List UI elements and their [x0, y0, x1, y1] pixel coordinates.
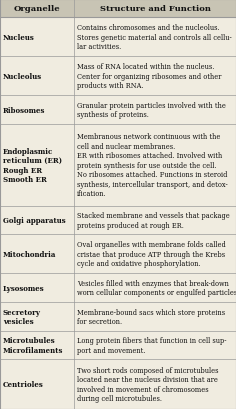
Text: Endoplasmic
reticulum (ER)
Rough ER
Smooth ER: Endoplasmic reticulum (ER) Rough ER Smoo…	[3, 147, 62, 184]
Text: Secretory
vesicles: Secretory vesicles	[3, 308, 41, 325]
Text: Mitochondria: Mitochondria	[3, 250, 56, 258]
Text: Lysosomes: Lysosomes	[3, 284, 44, 292]
Text: Membrane-bound sacs which store proteins
for secretion.: Membrane-bound sacs which store proteins…	[77, 308, 225, 325]
Text: Contains chromosomes and the nucleolus.
Stores genetic material and controls all: Contains chromosomes and the nucleolus. …	[77, 24, 232, 51]
Text: Long protein fibers that function in cell sup-
port and movement.: Long protein fibers that function in cel…	[77, 336, 227, 354]
Text: Organelle: Organelle	[14, 5, 60, 13]
Text: Oval organelles with membrane folds called
cristae that produce ATP through the : Oval organelles with membrane folds call…	[77, 241, 226, 267]
Bar	[0, 18, 236, 57]
Text: Golgi apparatus: Golgi apparatus	[3, 216, 65, 225]
Bar	[0, 206, 236, 235]
Text: Structure and Function: Structure and Function	[100, 5, 211, 13]
Bar	[0, 360, 236, 409]
Text: Ribosomes: Ribosomes	[3, 106, 45, 115]
Bar	[0, 235, 236, 274]
Text: Two short rods composed of microtubules
located near the nucleus division that a: Two short rods composed of microtubules …	[77, 366, 219, 402]
Text: Vesicles filled with enzymes that break-down
worn cellular components or engulfe: Vesicles filled with enzymes that break-…	[77, 279, 236, 297]
Text: Granular protein particles involved with the
synthesis of proteins.: Granular protein particles involved with…	[77, 102, 226, 119]
Bar	[0, 96, 236, 125]
Bar	[0, 302, 236, 331]
Text: Microtubules
Microfilaments: Microtubules Microfilaments	[3, 336, 63, 354]
Bar	[0, 331, 236, 360]
Text: Mass of RNA located within the nucleus.
Center for organizing ribosomes and othe: Mass of RNA located within the nucleus. …	[77, 63, 222, 90]
Bar	[0, 0, 236, 18]
Bar	[0, 57, 236, 96]
Text: Nucleolus: Nucleolus	[3, 73, 42, 81]
Bar	[0, 125, 236, 206]
Text: Membranous network continuous with the
cell and nuclear membranes.
ER with ribos: Membranous network continuous with the c…	[77, 133, 228, 198]
Text: Stacked membrane and vessels that package
proteins produced at rough ER.: Stacked membrane and vessels that packag…	[77, 211, 230, 229]
Bar	[0, 274, 236, 302]
Text: Centrioles: Centrioles	[3, 380, 44, 388]
Text: Nucleus: Nucleus	[3, 34, 35, 41]
